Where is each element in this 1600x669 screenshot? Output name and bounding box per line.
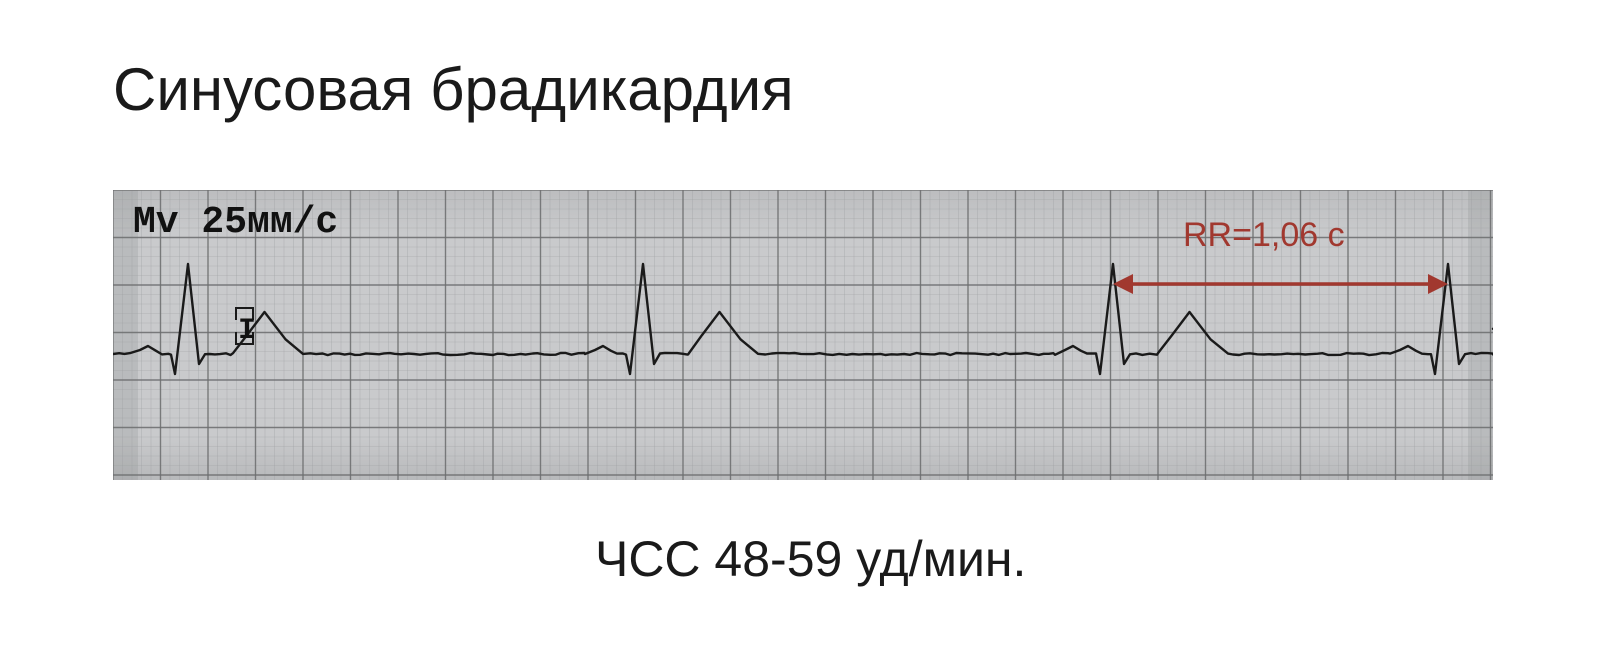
lead-label: I	[238, 314, 256, 348]
ecg-svg: Mv 25мм/с I RR=1,06 с	[113, 190, 1493, 480]
page-title: Синусовая брадикардия	[113, 55, 794, 124]
ecg-strip: Mv 25мм/с I RR=1,06 с	[113, 190, 1493, 480]
rr-interval-label: RR=1,06 с	[1183, 216, 1345, 254]
hr-caption: ЧСС 48-59 уд/мин.	[595, 530, 1026, 588]
paper-speed-label: Mv 25мм/с	[133, 201, 338, 244]
